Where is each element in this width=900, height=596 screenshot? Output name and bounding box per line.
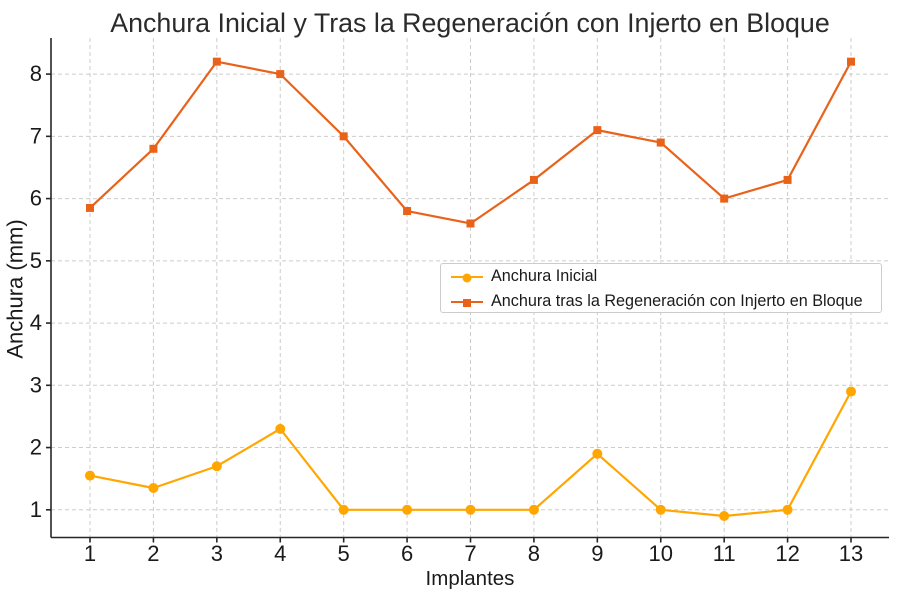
svg-text:1: 1 xyxy=(30,497,42,522)
svg-text:1: 1 xyxy=(84,541,96,566)
svg-text:4: 4 xyxy=(274,541,286,566)
svg-text:3: 3 xyxy=(211,541,223,566)
svg-text:3: 3 xyxy=(30,372,42,397)
svg-text:6: 6 xyxy=(401,541,413,566)
svg-text:13: 13 xyxy=(839,541,863,566)
svg-text:5: 5 xyxy=(30,248,42,273)
svg-text:2: 2 xyxy=(147,541,159,566)
svg-text:12: 12 xyxy=(775,541,799,566)
svg-text:8: 8 xyxy=(30,61,42,86)
svg-text:5: 5 xyxy=(338,541,350,566)
svg-text:6: 6 xyxy=(30,186,42,211)
svg-text:10: 10 xyxy=(649,541,673,566)
svg-text:8: 8 xyxy=(528,541,540,566)
svg-text:11: 11 xyxy=(713,541,736,566)
svg-text:2: 2 xyxy=(30,435,42,460)
svg-text:9: 9 xyxy=(591,541,603,566)
svg-text:7: 7 xyxy=(30,123,42,148)
svg-text:4: 4 xyxy=(30,310,42,335)
svg-text:7: 7 xyxy=(464,541,476,566)
